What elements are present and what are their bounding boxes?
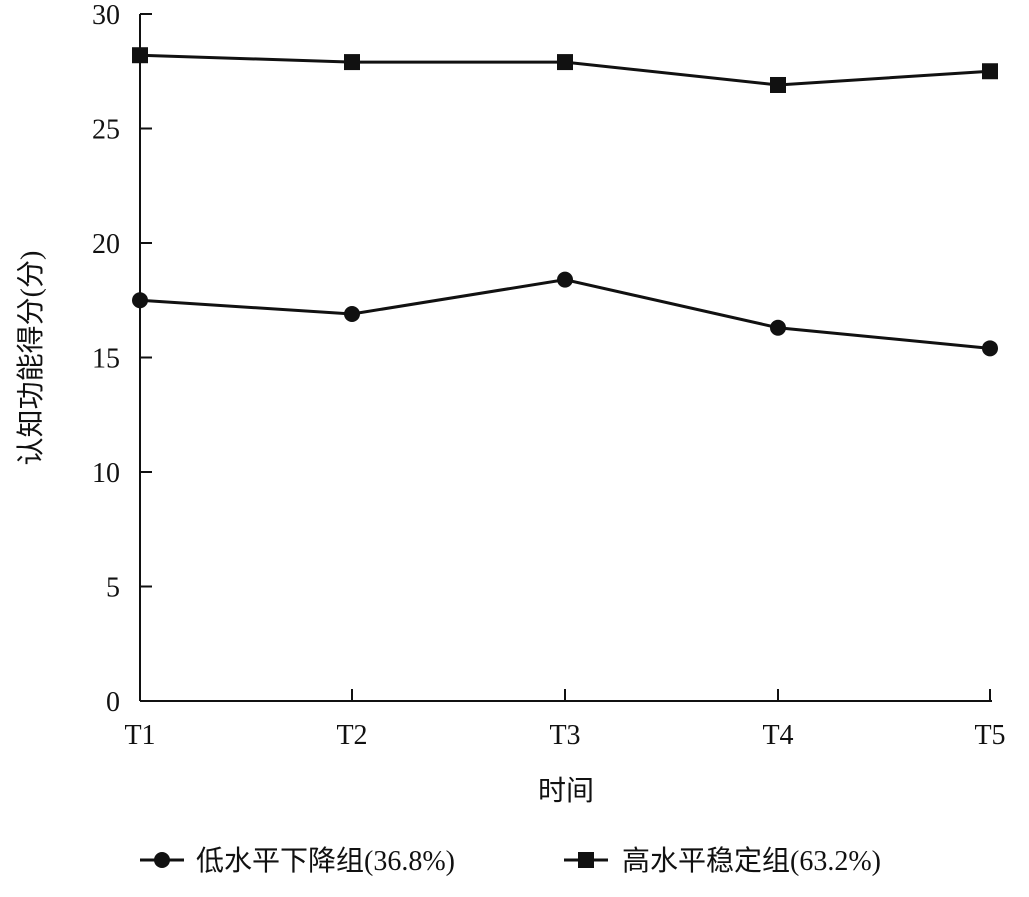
legend-marker-circle (154, 852, 170, 868)
data-point-square (344, 54, 360, 71)
x-axis-title: 时间 (538, 775, 594, 807)
legend: 低水平下降组(36.8%) 高水平稳定组(63.2%) (140, 845, 881, 877)
x-tick-label: T4 (762, 720, 793, 751)
series-group (132, 47, 998, 357)
legend-label: 低水平下降组(36.8%) (196, 845, 455, 877)
x-tick-label: T5 (974, 720, 1005, 751)
y-axis-title: 认知功能得分(分) (15, 251, 47, 466)
x-tick-label: T1 (124, 720, 155, 751)
data-point-square (557, 54, 573, 71)
data-point-square (770, 76, 786, 93)
data-point-circle (770, 319, 786, 336)
axes (139, 14, 992, 702)
x-tick-label: T3 (549, 720, 580, 751)
x-ticks: T1 T2 T3 T4 T5 (124, 689, 1006, 751)
y-tick-label: 5 (106, 573, 120, 604)
y-tick-label: 30 (92, 0, 120, 31)
data-point-square (982, 63, 998, 80)
data-point-circle (982, 340, 998, 357)
data-point-circle (557, 271, 573, 288)
data-point-circle (132, 292, 148, 309)
data-point-square (132, 47, 148, 64)
legend-marker-square (578, 852, 594, 868)
y-ticks: 0 5 10 15 20 25 30 (92, 0, 152, 718)
legend-label: 高水平稳定组(63.2%) (622, 845, 881, 877)
y-tick-label: 25 (92, 115, 120, 146)
y-tick-label: 20 (92, 229, 120, 260)
series-line-1 (139, 278, 991, 350)
y-tick-label: 15 (92, 344, 120, 375)
data-point-circle (344, 305, 360, 322)
x-tick-label: T2 (336, 720, 367, 751)
y-tick-label: 10 (92, 458, 120, 489)
y-tick-label: 0 (106, 687, 120, 718)
